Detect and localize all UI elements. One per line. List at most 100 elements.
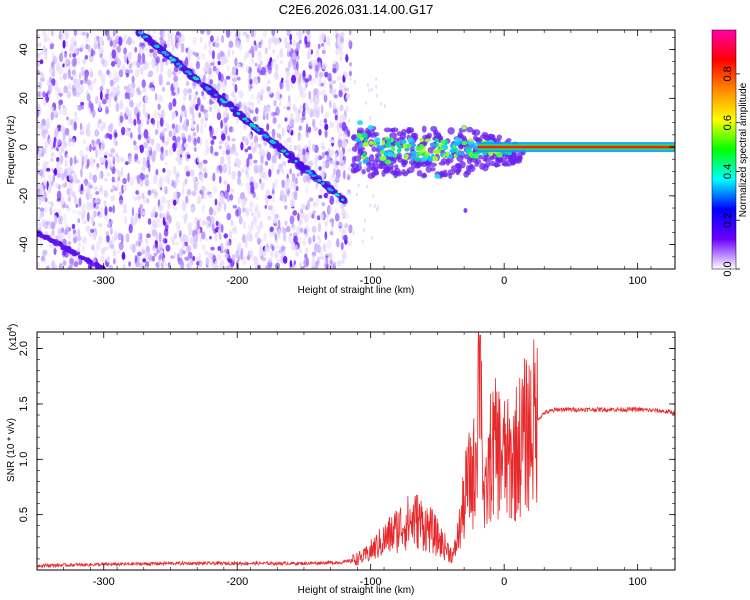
background-speckle bbox=[206, 219, 210, 226]
background-speckle bbox=[228, 230, 233, 240]
background-speckle bbox=[211, 50, 215, 60]
background-speckle bbox=[280, 245, 286, 251]
background-speckle bbox=[223, 180, 228, 185]
cluster-glow bbox=[406, 166, 415, 174]
background-speckle bbox=[108, 264, 114, 269]
colorbar: 0.0 0.2 0.4 0.6 0.8 Normalized spectral ampl… bbox=[711, 29, 749, 277]
background-speckle bbox=[201, 203, 206, 214]
background-speckle bbox=[253, 164, 259, 174]
background-speckle bbox=[231, 253, 236, 262]
background-speckle bbox=[217, 165, 221, 171]
background-speckle bbox=[85, 201, 91, 211]
background-speckle bbox=[222, 163, 228, 174]
background-speckle bbox=[186, 221, 192, 231]
background-speckle bbox=[169, 33, 174, 38]
background-speckle bbox=[183, 88, 188, 96]
background-speckle bbox=[208, 44, 212, 51]
sparse-speckle bbox=[355, 192, 358, 197]
background-speckle bbox=[245, 210, 250, 216]
background-speckle bbox=[111, 49, 117, 59]
background-speckle bbox=[53, 208, 57, 214]
background-speckle bbox=[98, 36, 104, 46]
background-speckle bbox=[184, 118, 189, 127]
background-speckle bbox=[67, 240, 72, 246]
background-speckle bbox=[84, 54, 88, 60]
background-speckle bbox=[105, 231, 110, 237]
background-speckle bbox=[137, 124, 141, 135]
background-speckle bbox=[93, 186, 98, 191]
background-speckle bbox=[51, 78, 56, 87]
background-speckle bbox=[124, 161, 129, 166]
sparse-speckle bbox=[366, 184, 369, 189]
background-speckle bbox=[332, 264, 337, 269]
background-speckle bbox=[73, 235, 78, 244]
background-speckle bbox=[258, 151, 262, 157]
background-speckle bbox=[94, 249, 98, 259]
background-speckle bbox=[282, 232, 287, 242]
background-speckle bbox=[250, 224, 254, 231]
cluster-glow bbox=[447, 127, 455, 135]
background-speckle bbox=[180, 112, 185, 117]
background-speckle bbox=[116, 58, 122, 69]
background-speckle bbox=[64, 127, 70, 136]
background-speckle bbox=[141, 166, 147, 172]
background-speckle bbox=[172, 191, 178, 199]
background-speckle bbox=[93, 36, 97, 46]
background-speckle bbox=[101, 143, 105, 150]
background-speckle bbox=[159, 212, 163, 219]
background-speckle bbox=[143, 141, 148, 149]
background-speckle bbox=[64, 252, 69, 258]
background-speckle bbox=[324, 129, 328, 139]
lower-streak bbox=[37, 230, 43, 235]
cluster-glow bbox=[483, 157, 491, 163]
background-speckle bbox=[314, 163, 318, 173]
background-speckle bbox=[67, 231, 72, 241]
background-speckle bbox=[220, 224, 224, 233]
background-speckle bbox=[219, 164, 223, 174]
background-speckle bbox=[204, 42, 207, 51]
background-speckle bbox=[164, 238, 168, 244]
background-speckle bbox=[83, 77, 88, 84]
background-speckle bbox=[200, 104, 205, 112]
background-speckle bbox=[236, 177, 242, 185]
cluster-glow bbox=[389, 132, 398, 139]
cluster-glow bbox=[502, 162, 509, 167]
background-speckle bbox=[64, 30, 70, 38]
background-speckle bbox=[276, 132, 281, 139]
background-speckle bbox=[272, 112, 278, 116]
cluster-glow bbox=[376, 163, 384, 169]
cluster-glow bbox=[353, 155, 362, 162]
background-speckle bbox=[338, 89, 343, 98]
background-speckle bbox=[312, 253, 316, 261]
background-speckle bbox=[274, 63, 279, 72]
background-speckle bbox=[271, 208, 276, 217]
background-speckle bbox=[277, 219, 281, 229]
background-speckle bbox=[224, 78, 227, 87]
background-speckle bbox=[224, 253, 229, 259]
background-speckle bbox=[234, 83, 238, 93]
background-speckle bbox=[318, 71, 324, 78]
background-speckle bbox=[302, 102, 306, 112]
background-speckle bbox=[108, 240, 113, 249]
background-speckle bbox=[246, 37, 249, 44]
background-speckle bbox=[339, 149, 344, 159]
background-speckle bbox=[137, 134, 142, 141]
background-speckle bbox=[53, 109, 58, 115]
background-speckle bbox=[196, 97, 201, 106]
cluster-core bbox=[416, 152, 422, 156]
background-speckle bbox=[60, 125, 65, 134]
background-speckle bbox=[206, 30, 211, 36]
background-speckle bbox=[159, 243, 164, 248]
background-speckle bbox=[242, 256, 247, 266]
background-speckle bbox=[324, 111, 330, 119]
background-speckle bbox=[69, 47, 72, 52]
background-speckle bbox=[305, 128, 310, 138]
streak-core bbox=[137, 30, 142, 34]
cluster-glow bbox=[421, 125, 427, 133]
background-speckle bbox=[310, 49, 314, 55]
background-speckle bbox=[158, 232, 162, 242]
background-speckle bbox=[189, 49, 193, 57]
background-speckle bbox=[154, 92, 158, 101]
background-speckle bbox=[271, 34, 276, 44]
background-speckle bbox=[282, 105, 287, 110]
